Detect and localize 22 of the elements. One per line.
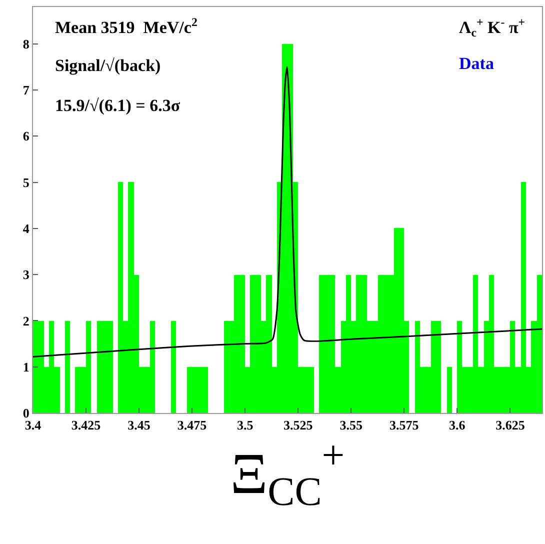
x-tick-label: 3.425 (71, 418, 102, 433)
x-tick-label: 3.475 (177, 418, 208, 433)
y-tick-label: 3 (22, 267, 30, 282)
y-tick-label: 7 (22, 82, 30, 98)
annotation: 15.9/√(6.1) = 6.3σ (55, 96, 181, 115)
x-tick-label: 3.6 (449, 418, 466, 433)
x-tick-label: 3.55 (340, 418, 363, 433)
y-tick-label: 2 (22, 313, 30, 328)
x-tick-label: 3.525 (283, 418, 314, 433)
x-tick-label: 3.45 (128, 418, 151, 433)
annotation: Data (459, 54, 494, 73)
y-tick-label: 1 (22, 359, 30, 374)
annotation: Signal/√(back) (55, 56, 161, 75)
y-tick-label: 5 (22, 174, 30, 190)
y-tick-label: 4 (22, 221, 30, 236)
annotation: Λ$_{c}$$^{+}$ K$^{-}$ π$^{+}$ (459, 15, 526, 40)
y-tick-label: 6 (22, 128, 30, 144)
x-tick-label: 3.5 (236, 418, 254, 433)
x-tick-label: 3.625 (496, 418, 526, 433)
y-tick-label: 8 (22, 36, 30, 52)
annotation: Mean 3519 MeV/c$^{2}$ (55, 15, 198, 38)
x-tick-label: 3.575 (390, 418, 420, 433)
